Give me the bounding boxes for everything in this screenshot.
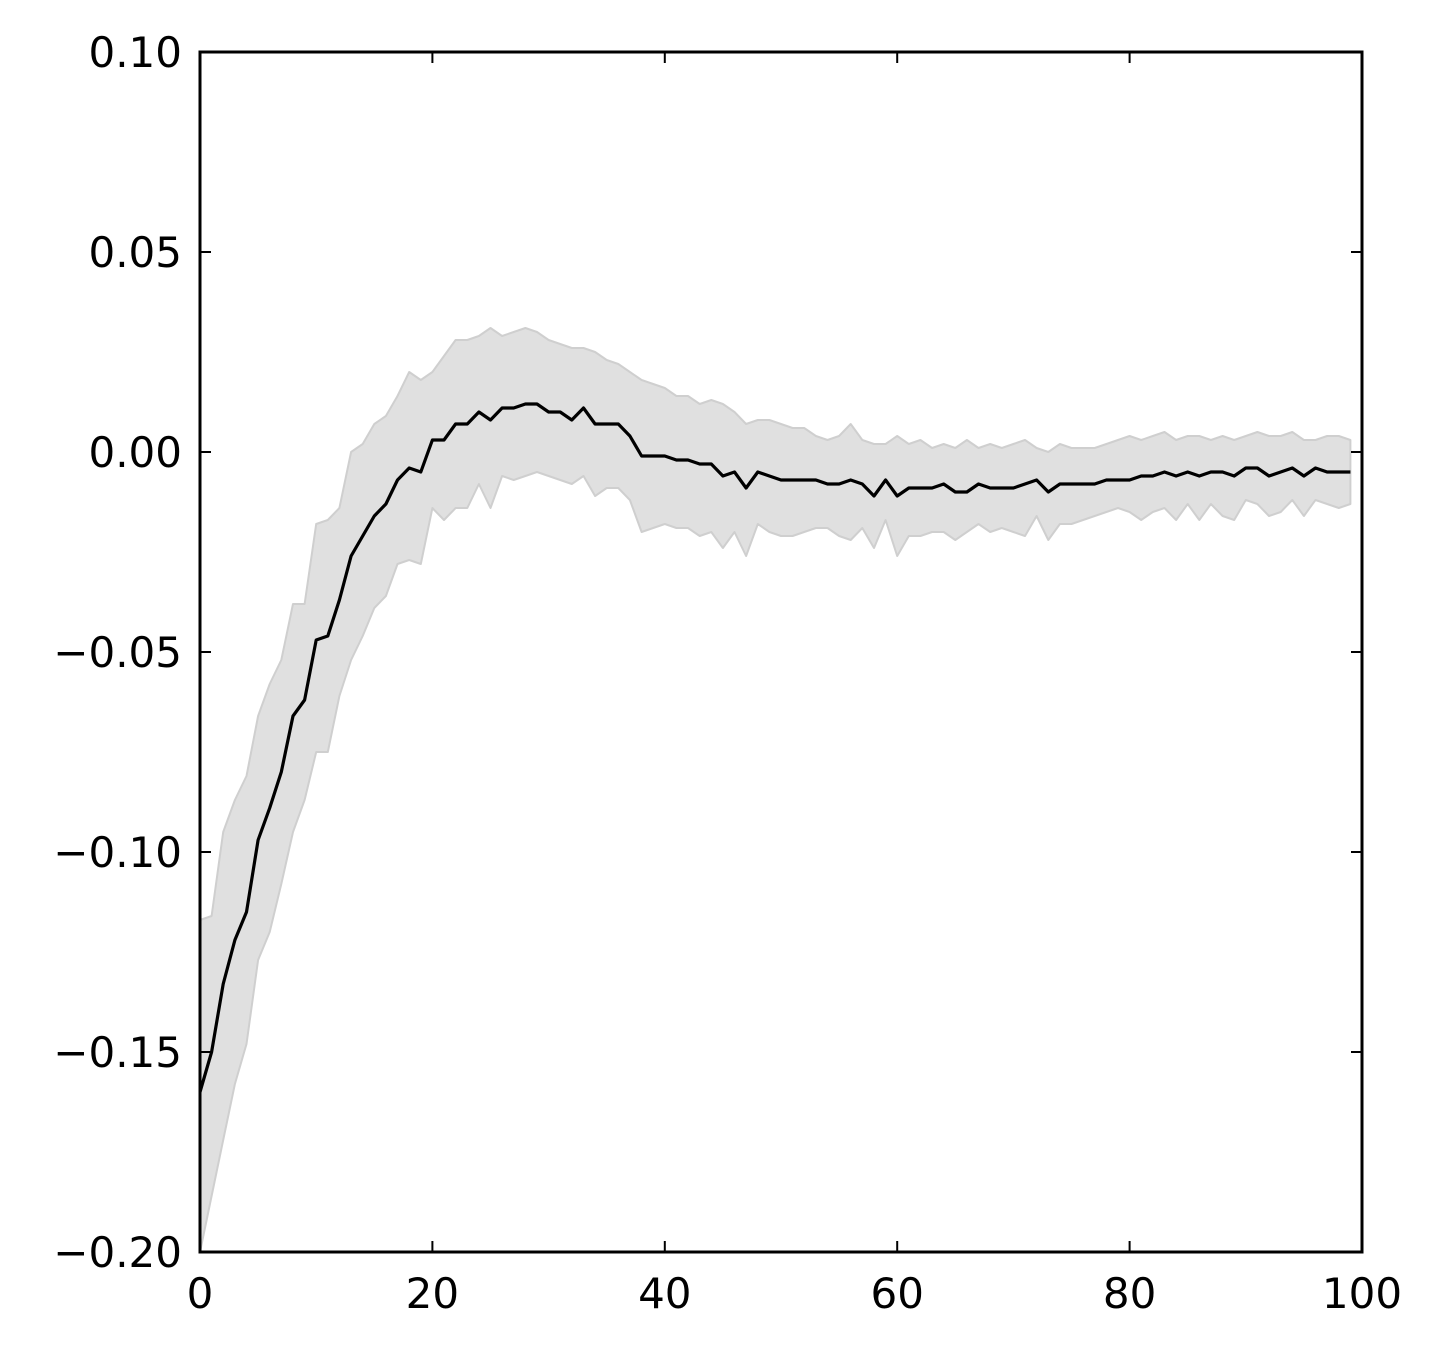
- plot-area: [198, 327, 1352, 1253]
- x-tick-label: 0: [187, 1269, 214, 1318]
- tick-labels: 0 20 40 60 80 100 −0.20 −0.15 −0.10 −0.05 0.00 0.05…: [53, 28, 1402, 1318]
- y-tick-label: −0.20: [53, 1228, 182, 1277]
- x-tick-label: 80: [1103, 1269, 1156, 1318]
- x-tick-label: 20: [406, 1269, 459, 1318]
- x-tick-label: 100: [1322, 1269, 1402, 1318]
- axis-ticks: [199, 51, 1363, 1253]
- y-tick-label: −0.10: [53, 828, 182, 877]
- mean-line: [198, 402, 1351, 1093]
- y-tick-label: −0.15: [53, 1028, 182, 1077]
- confidence-band: [199, 327, 1352, 1253]
- y-tick-label: 0.00: [88, 428, 182, 477]
- x-tick-label: 40: [638, 1269, 691, 1318]
- y-tick-label: 0.10: [88, 28, 182, 77]
- x-tick-label: 60: [870, 1269, 923, 1318]
- y-tick-label: −0.05: [53, 628, 182, 677]
- y-tick-label: 0.05: [88, 228, 182, 277]
